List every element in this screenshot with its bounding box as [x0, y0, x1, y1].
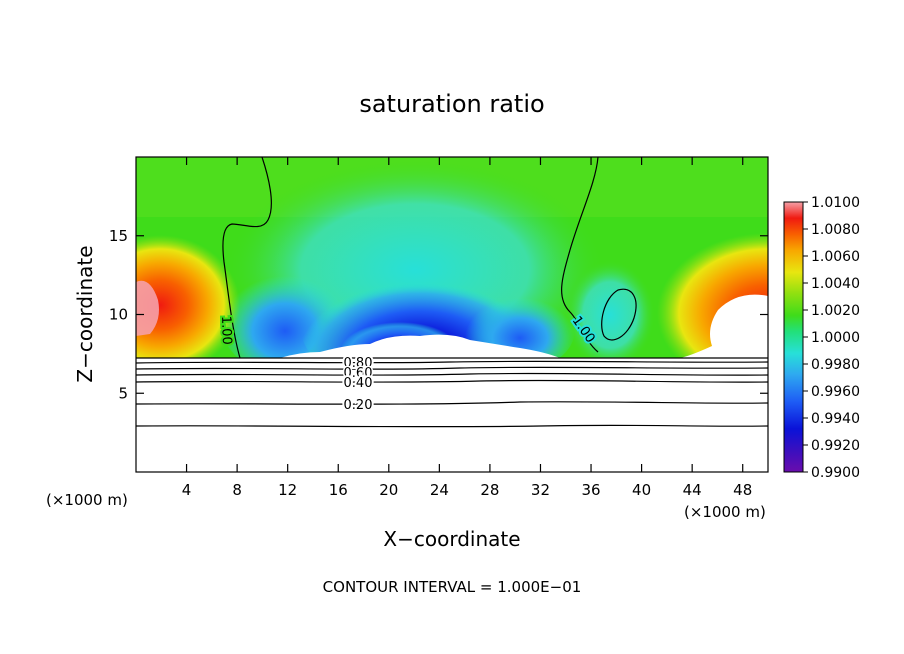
colorbar-tick-label: 0.9940 — [811, 411, 860, 427]
contour-line-0.60 — [136, 366, 768, 370]
y-axis: 5 10 15 — [109, 227, 768, 402]
x-unit-label-right: (×1000 m) — [684, 503, 766, 521]
colorbar-tick-label: 1.0000 — [811, 330, 860, 346]
colorbar-tick-label: 0.9960 — [811, 384, 860, 400]
y-tick-label: 5 — [118, 384, 128, 402]
warm-region-left — [136, 235, 240, 375]
x-tick-label: 12 — [278, 481, 297, 499]
white-region-right — [680, 294, 768, 358]
contour-label-1.00-left: 1.00 — [218, 316, 234, 345]
colorbar-tick-label: 1.0040 — [811, 276, 860, 292]
colorbar: 0.9900 0.9920 0.9940 0.9960 0.9980 1.0000 1.00… — [783, 195, 860, 481]
cyan-region-right — [565, 260, 655, 370]
contour-label-0.60: 0.60 — [344, 366, 373, 381]
x-tick-label: 20 — [379, 481, 398, 499]
white-cloud-edge — [280, 334, 560, 358]
contour-line-1.00-right — [561, 157, 599, 353]
colorbar-tick-label: 0.9920 — [811, 438, 860, 454]
x-tick-label: 36 — [581, 481, 600, 499]
contour-line-0.20 — [136, 401, 768, 405]
contour-lines — [136, 157, 768, 428]
contour-line-0.10 — [136, 424, 768, 428]
colorbar-tick-label: 1.0060 — [811, 249, 860, 265]
lower-domain — [136, 358, 768, 472]
x-unit-label-left: (×1000 m) — [46, 491, 128, 509]
pink-region-left — [136, 280, 159, 336]
x-tick-label: 48 — [733, 481, 752, 499]
colorbar-tick-label: 0.9900 — [811, 465, 860, 481]
contour-line-0.80 — [136, 360, 768, 364]
contour-line-0.50 — [136, 372, 768, 376]
colorbar-tick-label: 1.0100 — [811, 195, 860, 211]
contour-label-0.20: 0.20 — [344, 398, 373, 413]
contour-interval-note: CONTOUR INTERVAL = 1.000E−01 — [323, 578, 582, 596]
x-tick-label: 40 — [632, 481, 651, 499]
x-tick-label: 4 — [182, 481, 192, 499]
colorbar-tick-label: 1.0020 — [811, 303, 860, 319]
contour-line-1.00-loop — [601, 288, 637, 341]
y-axis-label: Z−coordinate — [73, 245, 97, 382]
colorbar-tick-label: 0.9980 — [811, 357, 860, 373]
x-axis: 4 8 12 16 20 24 28 32 36 40 44 48 — [182, 157, 752, 499]
contour-line-0.40 — [136, 379, 768, 383]
x-tick-label: 28 — [480, 481, 499, 499]
contour-label-0.40: 0.40 — [344, 376, 373, 391]
x-axis-label: X−coordinate — [383, 527, 520, 551]
chart-title: saturation ratio — [359, 90, 544, 118]
contour-label-0.80: 0.80 — [344, 356, 373, 371]
y-tick-label: 15 — [109, 227, 128, 245]
x-tick-label: 32 — [531, 481, 550, 499]
colorbar-ticks: 0.9900 0.9920 0.9940 0.9960 0.9980 1.0000 1.00… — [803, 195, 860, 481]
x-tick-label: 44 — [683, 481, 702, 499]
y-tick-label: 10 — [109, 306, 128, 324]
x-tick-label: 16 — [329, 481, 348, 499]
contour-line-1.00-left — [222, 157, 272, 359]
colorbar-gradient — [783, 201, 804, 473]
saturation-field — [136, 157, 768, 472]
colorbar-tick-label: 1.0080 — [811, 222, 860, 238]
x-tick-label: 8 — [232, 481, 242, 499]
x-tick-label: 24 — [430, 481, 449, 499]
